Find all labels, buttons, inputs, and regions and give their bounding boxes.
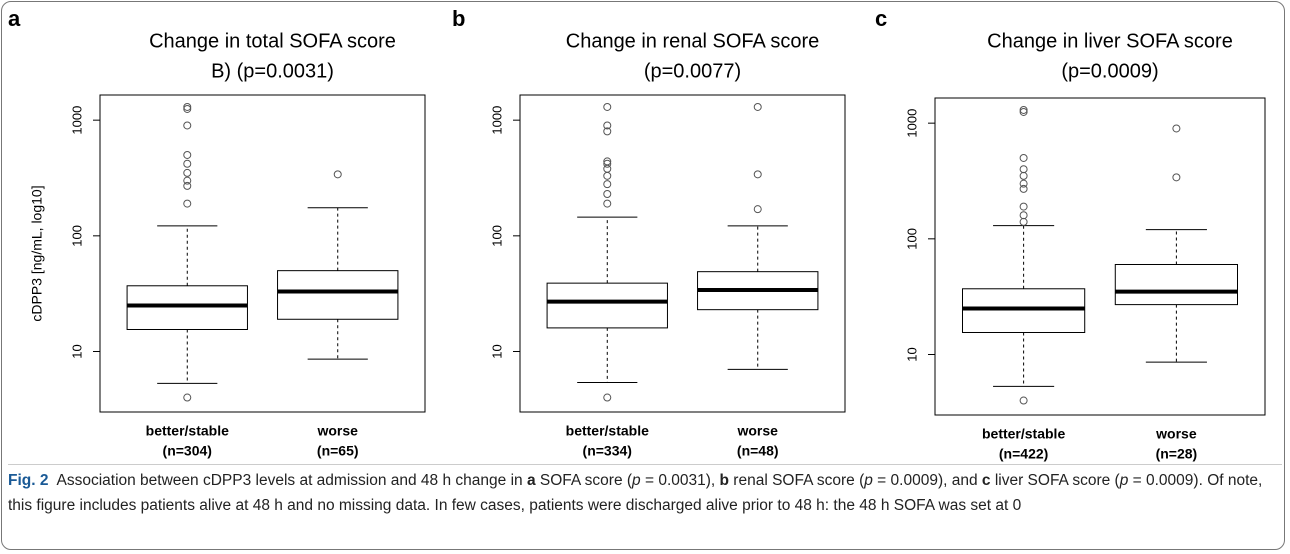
outlier xyxy=(1019,396,1028,405)
separator xyxy=(8,464,1282,465)
outlier xyxy=(183,121,192,130)
outlier xyxy=(603,159,612,168)
caption-text: liver SOFA score ( xyxy=(990,472,1120,489)
caption-label: Fig. 2 xyxy=(8,472,49,489)
caption-p: p xyxy=(1119,472,1129,489)
outlier xyxy=(603,102,612,111)
plot-frame xyxy=(99,94,426,413)
box xyxy=(126,285,248,330)
outlier xyxy=(603,199,612,208)
box xyxy=(1114,263,1239,306)
outlier xyxy=(183,393,192,402)
caption-panel: b xyxy=(719,472,729,489)
x-tick-count: (n=334) xyxy=(583,443,632,459)
caption-p: p xyxy=(864,472,873,489)
outlier xyxy=(183,104,192,113)
plot-frame xyxy=(934,97,1266,416)
outlier xyxy=(183,159,192,168)
outlier xyxy=(183,181,192,190)
caption-text: Association between cDPP3 levels at admi… xyxy=(56,472,527,489)
y-tick-label: 100 xyxy=(904,228,919,250)
outlier xyxy=(1019,165,1028,174)
box xyxy=(546,282,668,329)
chart-title: Change in total SOFA score xyxy=(149,30,396,52)
outlier xyxy=(1019,107,1028,116)
x-tick-count: (n=48) xyxy=(737,443,779,459)
outlier xyxy=(183,168,192,177)
y-tick-label: 1000 xyxy=(69,106,84,135)
caption: Fig. 2 Association between cDPP3 levels a… xyxy=(8,468,1274,518)
outlier xyxy=(603,121,612,130)
outlier xyxy=(603,157,612,166)
y-axis-label: cDPP3 [ng/mL, log10] xyxy=(29,185,45,321)
outlier xyxy=(1019,179,1028,188)
y-tick-label: 1000 xyxy=(904,109,919,138)
box xyxy=(277,270,399,320)
box xyxy=(962,288,1086,333)
chart-title: Change in renal SOFA score xyxy=(566,30,819,52)
chart: a Change in total SOFA score B) (p=0.0031)… xyxy=(8,6,1266,462)
x-tick-label: better/stable xyxy=(566,423,649,439)
outlier xyxy=(603,171,612,180)
outlier xyxy=(753,205,762,214)
y-tick-label: 10 xyxy=(69,344,84,358)
chart-subtitle: (p=0.0009) xyxy=(1061,60,1158,82)
x-tick-count: (n=28) xyxy=(1156,446,1198,462)
outlier xyxy=(183,199,192,208)
outlier xyxy=(1172,173,1181,182)
x-tick-count: (n=304) xyxy=(163,443,212,459)
caption-p: p xyxy=(632,472,641,489)
outlier xyxy=(1019,211,1028,220)
outlier xyxy=(1019,153,1028,162)
panel-letter: a xyxy=(8,6,21,31)
caption-panel: a xyxy=(526,472,536,489)
outlier xyxy=(183,150,192,159)
y-tick-label: 100 xyxy=(489,225,504,247)
outlier xyxy=(1172,124,1181,133)
caption-panel: c xyxy=(981,472,991,489)
outlier xyxy=(753,102,762,111)
outlier xyxy=(183,176,192,185)
y-tick-label: 10 xyxy=(489,344,504,358)
panel-letter: b xyxy=(452,6,465,31)
outlier xyxy=(1019,202,1028,211)
x-tick-count: (n=65) xyxy=(317,443,359,459)
chart-subtitle: (p=0.0077) xyxy=(644,60,741,82)
outlier xyxy=(603,189,612,198)
x-tick-label: worse xyxy=(1155,426,1197,442)
x-tick-label: worse xyxy=(736,423,778,439)
outlier xyxy=(1019,105,1028,114)
caption-text: renal SOFA score ( xyxy=(729,472,865,489)
outlier xyxy=(1019,171,1028,180)
outlier xyxy=(183,102,192,111)
x-tick-count: (n=422) xyxy=(999,446,1048,462)
outlier xyxy=(753,170,762,179)
caption-text: = 0.0009). Of note, this figure includes… xyxy=(8,472,1263,514)
y-tick-label: 10 xyxy=(904,347,919,361)
x-tick-label: worse xyxy=(316,423,358,439)
x-tick-label: better/stable xyxy=(146,423,229,439)
chart-subtitle: B) (p=0.0031) xyxy=(211,60,334,82)
outlier xyxy=(603,180,612,189)
outlier xyxy=(1019,184,1028,193)
x-tick-label: better/stable xyxy=(982,426,1065,442)
plot-frame xyxy=(519,94,846,413)
chart-title: Change in liver SOFA score xyxy=(987,30,1233,52)
caption-text: = 0.0009), and xyxy=(872,472,982,489)
y-tick-label: 1000 xyxy=(489,106,504,135)
caption-text: SOFA score ( xyxy=(535,472,633,489)
outlier xyxy=(603,393,612,402)
outlier xyxy=(603,127,612,136)
caption-text: = 0.0031), xyxy=(640,472,720,489)
outlier xyxy=(333,170,342,179)
panel-letter: c xyxy=(875,6,887,31)
y-tick-label: 100 xyxy=(69,225,84,247)
outlier xyxy=(1019,217,1028,226)
